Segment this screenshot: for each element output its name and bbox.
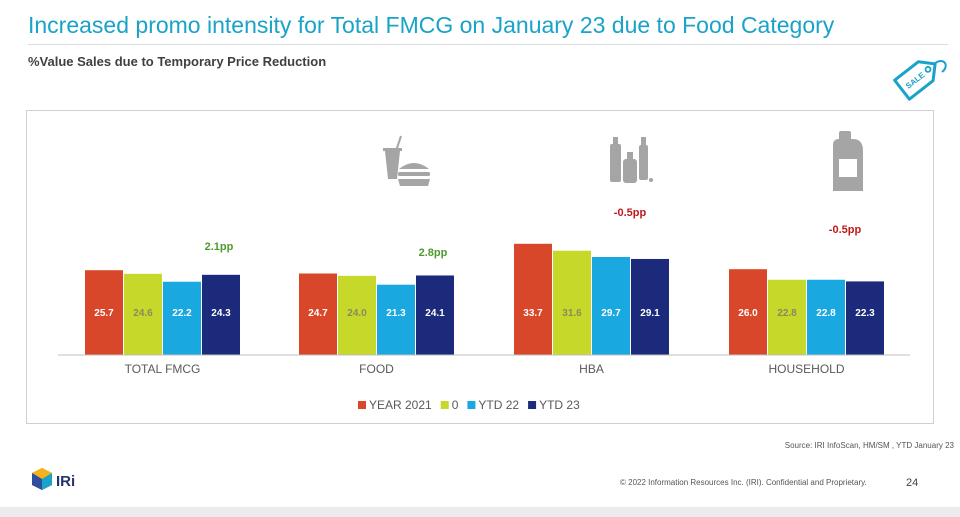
bar	[163, 281, 201, 355]
title-divider	[28, 44, 948, 45]
data-label: 24.1	[425, 308, 445, 319]
legend-label: YEAR 2021	[369, 398, 432, 412]
legend-swatch	[358, 401, 366, 409]
burger-drink-icon	[383, 135, 430, 186]
bar	[631, 258, 669, 355]
copyright-notice: © 2022 Information Resources Inc. (IRI).…	[620, 478, 867, 487]
iri-logo: IRi	[32, 468, 75, 490]
legend-label: 0	[452, 398, 459, 412]
category-label: TOTAL FMCG	[125, 362, 201, 376]
legend-swatch	[467, 401, 476, 409]
bar	[553, 250, 591, 355]
sale-tag-icon: SALE	[893, 60, 947, 101]
bar	[202, 274, 240, 355]
bar	[514, 243, 552, 355]
delta-annotation: 2.1pp	[205, 241, 234, 253]
delta-annotation: -0.5pp	[829, 224, 862, 236]
bar	[416, 275, 454, 355]
bar	[807, 279, 845, 355]
data-label: 31.6	[562, 308, 582, 319]
page-number: 24	[906, 477, 919, 489]
chart-area: 25.7 24.6 22.2 24.3 2.1pp 24.7 24.0 21.3 24.1 2.8…	[26, 110, 934, 424]
legend-label: YTD 23	[539, 398, 580, 412]
category-label: HBA	[579, 362, 604, 376]
bar-chart: 25.7 24.6 22.2 24.3 2.1pp 24.7 24.0 21.3 24.1 2.8…	[58, 131, 910, 412]
legend-swatch	[528, 401, 537, 409]
bar	[768, 279, 806, 355]
category-label: FOOD	[359, 362, 394, 376]
data-label: 24.7	[308, 308, 328, 319]
data-label: 21.3	[386, 308, 406, 319]
data-label: 29.7	[601, 308, 621, 319]
data-label: 29.1	[640, 308, 660, 319]
legend-label: YTD 22	[478, 398, 519, 412]
data-label: 24.3	[211, 308, 231, 319]
category-label: HOUSEHOLD	[768, 362, 844, 376]
detergent-bottle-icon	[833, 131, 863, 191]
bar	[729, 269, 767, 355]
data-label: 22.8	[816, 308, 836, 319]
bar	[377, 284, 415, 355]
bar	[299, 273, 337, 355]
bar	[85, 270, 123, 355]
delta-annotation: 2.8pp	[419, 247, 448, 259]
page-title: Increased promo intensity for Total FMCG…	[28, 12, 835, 38]
data-label: 22.8	[777, 308, 797, 319]
data-label: 33.7	[523, 308, 543, 319]
data-label: 24.0	[347, 308, 367, 319]
bar	[338, 275, 376, 355]
delta-annotation: -0.5pp	[614, 207, 647, 219]
toiletries-icon	[610, 137, 653, 183]
legend-swatch	[440, 401, 449, 409]
data-label: 26.0	[738, 308, 758, 319]
source-note: Source: IRI InfoScan, HM/SM , YTD Januar…	[784, 441, 954, 450]
data-label: 22.3	[855, 308, 875, 319]
bottom-bar	[0, 507, 960, 517]
logo-text: IRi	[56, 473, 75, 490]
bar	[846, 281, 884, 355]
data-label: 22.2	[172, 308, 192, 319]
chart-subtitle: %Value Sales due to Temporary Price Redu…	[28, 54, 327, 69]
bar	[592, 256, 630, 355]
bar	[124, 273, 162, 355]
data-label: 24.6	[133, 308, 153, 319]
data-label: 25.7	[94, 308, 114, 319]
